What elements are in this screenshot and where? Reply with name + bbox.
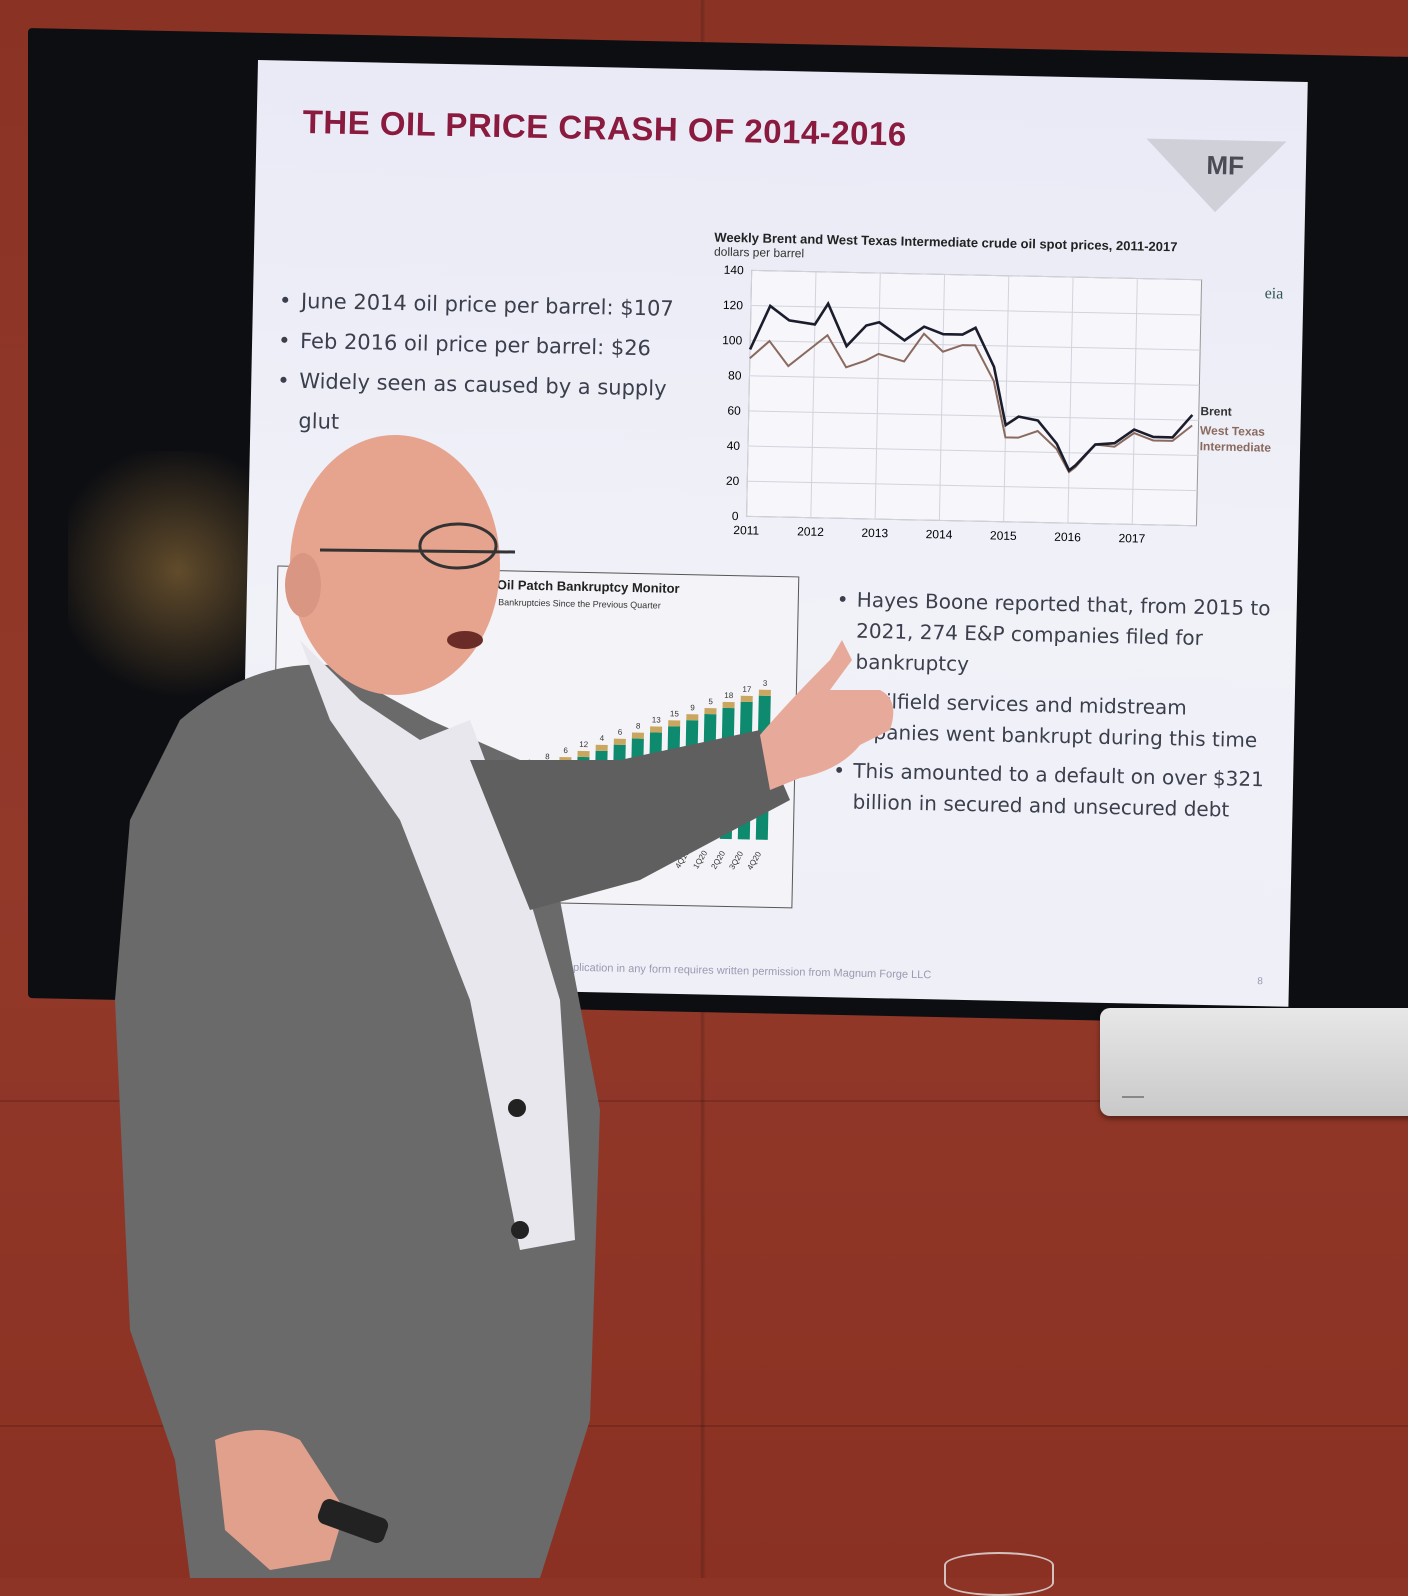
glasses-icon [319,522,516,570]
new-bankruptcy-segment [740,695,753,703]
new-bankruptcy-segment [722,701,735,709]
bar-value-label: 18 [724,691,734,700]
gridline [751,269,1202,281]
y-tick-label: 140 [724,263,745,277]
jacket-button [511,1221,529,1239]
x-tick-label: 2016 [1054,530,1081,545]
gridline [810,271,817,518]
y-tick-label: 40 [727,439,741,453]
presenter-lower-hand [215,1430,345,1570]
gridline [748,445,1198,456]
wall-panel-seam [0,1425,1408,1427]
gridline [1067,277,1074,524]
x-tick-label: 2011 [733,523,759,538]
jacket-button [508,1099,526,1117]
bar-value-label: 5 [708,697,713,706]
new-bankruptcy-segment [613,738,626,745]
new-bankruptcy-segment [686,714,699,721]
price-chart-plot: 0 20 40 60 80 100 120 140 2011 2012 2013 2014 2015 20… [722,263,1272,546]
bar-value-label: 6 [563,746,568,755]
new-bankruptcy-segment [595,744,608,751]
y-tick-label: 20 [726,474,740,488]
y-tick-label: 100 [722,333,743,347]
presenter-mouth [447,631,483,649]
presenter-arm [470,730,790,910]
series-line-brent [748,300,1194,473]
bar-value-label: 13 [652,715,662,724]
new-bankruptcy-segment [650,726,663,733]
new-bankruptcy-segment [668,720,681,727]
bar-value-label: 6 [618,728,623,737]
bar-value-label: 3 [763,679,768,688]
x-tick-label: 2017 [1118,531,1145,546]
bar-value-label: 8 [636,722,641,731]
legend-wti: West Texas [1200,423,1266,438]
presenter-ear [285,553,321,617]
y-tick-label: 120 [723,298,744,312]
bar-value-label: 9 [690,703,695,712]
gridline [749,375,1200,386]
presenter-head [290,435,500,695]
y-tick-label: 0 [732,509,739,523]
gridline [748,410,1199,421]
bar-value-label: 12 [579,740,589,749]
new-bankruptcy-segment [577,750,590,758]
legend-brent: Brent [1200,404,1232,419]
y-tick-label: 80 [728,368,742,382]
oil-price-chart: Weekly Brent and West Texas Intermediate… [708,230,1295,572]
gridline [874,273,881,520]
bar-value-label: 4 [600,734,605,743]
x-tick-label: 2013 [861,526,888,541]
y-tick-label: 60 [727,403,741,417]
bar-value-label: 15 [670,709,680,718]
bar-value-label: 8 [545,752,550,761]
gridline [1003,275,1010,522]
new-bankruptcy-segment [758,689,771,696]
gridline [1131,278,1138,525]
bar-value-label: 17 [742,685,752,694]
cisco-logo-icon [1122,1096,1144,1106]
wall-panel-seam [0,1100,1408,1102]
x-tick-label: 2014 [926,527,953,542]
presenter-pointing-hand [760,640,894,790]
drinking-glass [944,1552,1054,1596]
x-tick-label: 2012 [797,524,824,539]
presentation-clicker-icon [317,1499,389,1543]
x-tick-label: 2015 [990,528,1017,543]
video-conference-soundbar [1100,1008,1408,1116]
new-bankruptcy-segment [631,732,644,739]
presenter-shirt [300,640,575,1250]
gridline [938,274,946,521]
gridline [747,480,1198,492]
legend-wti: Intermediate [1200,439,1272,454]
new-bankruptcy-segment [704,707,717,715]
gridline [746,515,1197,527]
series-line-wti [749,332,1193,474]
gridline [746,270,753,517]
